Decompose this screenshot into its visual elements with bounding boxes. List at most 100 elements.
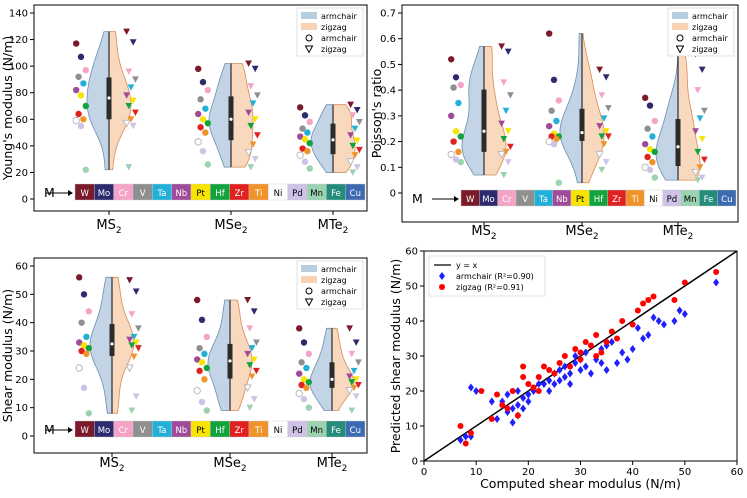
marker-zigzag-Ni: [497, 150, 506, 159]
legend-swatch-armchair: [301, 12, 317, 19]
point-zigzag: [567, 363, 574, 370]
element-label-Cu: Cu: [350, 426, 361, 436]
element-label-Cr: Cr: [502, 195, 512, 205]
element-label-Mn: Mn: [310, 426, 323, 436]
marker-armchair-Ti: [80, 116, 87, 123]
legend-swatch-armchair: [301, 265, 317, 272]
marker-zigzag-Nb: [245, 109, 252, 117]
marker-armchair-Pd: [550, 140, 558, 148]
point-zigzag: [530, 384, 537, 391]
violin-median-dot: [331, 138, 335, 142]
marker-armchair-Nb: [546, 122, 553, 130]
marker-armchair-V: [78, 319, 85, 326]
point-zigzag: [520, 374, 527, 380]
marker-zigzag-Mn: [246, 404, 254, 412]
marker-armchair-V: [196, 344, 203, 352]
marker-armchair-W: [642, 94, 649, 102]
marker-zigzag-Pt: [504, 128, 512, 135]
marker-armchair-W: [546, 30, 553, 37]
y-tick-label: 0.3: [380, 111, 396, 122]
marker-armchair-Ni: [72, 116, 80, 125]
plot-frame: [33, 257, 368, 454]
plot-frame: [33, 4, 368, 212]
marker-zigzag-Ta: [127, 84, 135, 91]
point-zigzag: [603, 339, 610, 345]
element-label-Ni: Ni: [274, 189, 283, 199]
point-armchair: [457, 436, 464, 444]
element-label-Zr: Zr: [235, 426, 245, 436]
marker-armchair-Ni: [296, 151, 304, 159]
element-label-V: V: [522, 195, 528, 205]
marker-armchair-Pd: [80, 384, 88, 392]
point-zigzag: [671, 297, 678, 303]
marker-armchair-Mo: [77, 53, 85, 61]
marker-zigzag-W: [245, 60, 252, 67]
marker-zigzag-Mn: [247, 164, 255, 171]
category-label: MSe2: [213, 456, 246, 474]
marker-armchair-Ta: [304, 129, 311, 136]
point-zigzag: [478, 388, 485, 394]
marker-armchair-Nb: [297, 133, 304, 140]
marker-armchair-Pd: [77, 122, 85, 130]
point-zigzag: [457, 423, 464, 429]
marker-zigzag-Pd: [251, 156, 259, 163]
marker-zigzag-Pd: [352, 393, 360, 400]
x-tick-label: 30: [574, 467, 587, 478]
violin-half-armchair: [461, 46, 485, 176]
marker-armchair-Ta: [649, 133, 656, 140]
marker-zigzag-Pd: [698, 174, 706, 181]
marker-zigzag-Pd: [602, 159, 610, 166]
category-subscript: 2: [688, 232, 694, 242]
element-label-Fe: Fe: [331, 426, 341, 436]
point-armchair: [572, 359, 579, 367]
point-zigzag: [520, 363, 527, 370]
marker-armchair-Cr: [305, 350, 312, 358]
marker-armchair-Pt: [300, 376, 308, 383]
element-row-arrowhead: [68, 427, 73, 433]
element-label-Pt: Pt: [576, 195, 585, 205]
marker-zigzag-Mo: [251, 65, 259, 73]
point-armchair: [520, 404, 527, 413]
y-tick-label: 0: [22, 432, 28, 443]
marker-zigzag-Hf: [349, 142, 357, 150]
violin-half-zigzag: [108, 31, 132, 171]
point-zigzag: [509, 388, 516, 394]
marker-armchair-Cr: [555, 97, 562, 104]
point-zigzag: [572, 346, 579, 352]
marker-zigzag-Hf: [246, 362, 254, 369]
legend-label: armchair: [321, 34, 357, 43]
point-zigzag: [525, 381, 532, 387]
element-label-Pd: Pd: [292, 189, 303, 199]
point-armchair: [676, 306, 683, 315]
marker-zigzag-Ni: [345, 387, 354, 396]
marker-armchair-Cr: [457, 81, 464, 89]
point-armchair: [619, 348, 626, 357]
marker-zigzag-Pd: [353, 164, 361, 171]
marker-zigzag-Pd: [129, 122, 137, 130]
marker-armchair-Cr: [85, 308, 93, 315]
violin-iqr-box: [579, 108, 585, 141]
marker-armchair-Mn: [555, 179, 562, 186]
element-label-Fe: Fe: [704, 195, 714, 205]
marker-armchair-Nb: [76, 339, 83, 346]
x-axis-label: Computed shear modulus (N/m): [480, 476, 681, 491]
point-armchair: [587, 369, 594, 378]
marker-zigzag-Cr: [125, 68, 133, 75]
element-label-Cu: Cu: [350, 189, 361, 199]
element-label-Mo: Mo: [98, 189, 111, 199]
point-armchair: [614, 359, 621, 367]
violin-iqr-box: [675, 119, 681, 166]
violin-iqr-box: [109, 324, 115, 356]
marker-zigzag-Ta: [248, 345, 256, 352]
marker-armchair-Mo: [300, 339, 308, 346]
element-label-Hf: Hf: [594, 195, 604, 205]
point-armchair: [509, 404, 516, 413]
marker-zigzag-V: [701, 107, 708, 115]
y-tick-label: 0.2: [380, 137, 396, 148]
marker-zigzag-Zr: [605, 133, 612, 140]
marker-armchair-Mn: [204, 161, 211, 168]
marker-armchair-Nb: [642, 140, 649, 148]
element-label-Zr: Zr: [612, 195, 622, 205]
element-label-Mn: Mn: [684, 195, 697, 205]
plot-frame: [401, 4, 739, 223]
